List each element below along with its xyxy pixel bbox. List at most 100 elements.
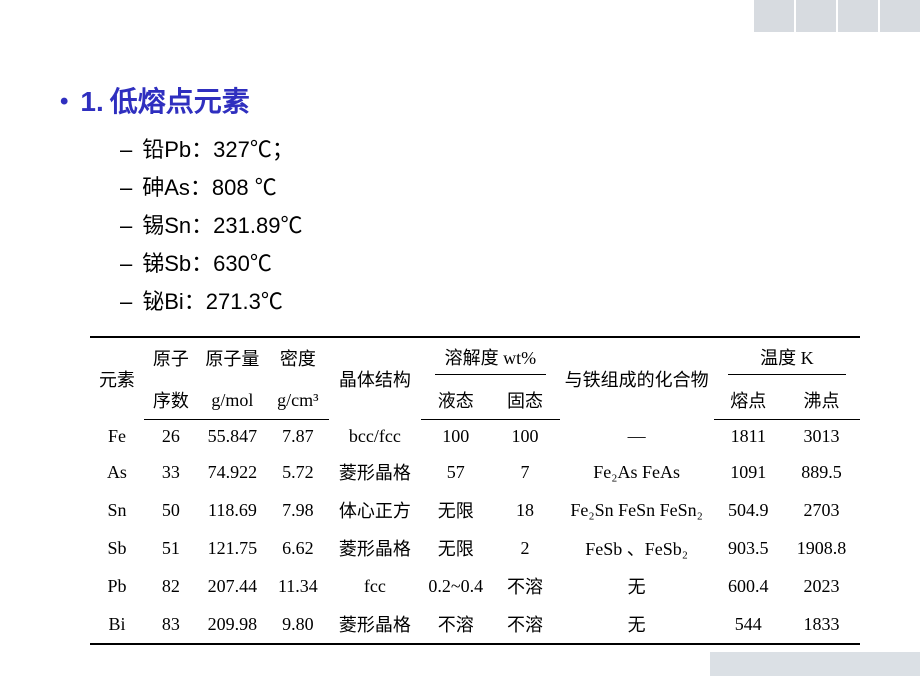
cell-no: 82 <box>144 567 198 605</box>
cell-comp: — <box>560 420 714 454</box>
cell-mass: 121.75 <box>198 529 267 567</box>
th-sol-liquid: 液态 <box>421 381 490 420</box>
th-mp: 熔点 <box>714 381 783 420</box>
cell-mp: 903.5 <box>714 529 783 567</box>
list-text: 砷As：808 ℃ <box>142 170 277 202</box>
list-text: 铋Bi：271.3℃ <box>142 284 283 316</box>
th-temperature-text: 温度 K <box>760 348 814 368</box>
cell-el: Bi <box>90 605 144 644</box>
cell-bp: 2023 <box>783 567 860 605</box>
cell-el: Sn <box>90 491 144 529</box>
cell-no: 83 <box>144 605 198 644</box>
cell-no: 51 <box>144 529 198 567</box>
cell-no: 26 <box>144 420 198 454</box>
cell-mp: 1811 <box>714 420 783 454</box>
th-solubility: 溶解度 wt% <box>421 337 560 381</box>
cell-mass: 118.69 <box>198 491 267 529</box>
list-text: 铅Pb：327℃； <box>142 132 294 164</box>
list-item: –铋Bi：271.3℃ <box>120 284 880 316</box>
cell-comp: 无 <box>560 605 714 644</box>
cell-bp: 3013 <box>783 420 860 454</box>
th-sol-solid: 固态 <box>490 381 559 420</box>
cell-liq: 无限 <box>421 529 490 567</box>
cell-sol: 100 <box>490 420 559 454</box>
cell-sol: 不溶 <box>490 605 559 644</box>
properties-table: 元素 原子 原子量 密度 晶体结构 溶解度 wt% 与铁组成的化合物 温度 K … <box>90 336 860 645</box>
cell-no: 33 <box>144 453 198 491</box>
cell-mass: 55.847 <box>198 420 267 454</box>
th-element: 元素 <box>90 337 144 420</box>
cell-comp: FeSb 、FeSb₂ <box>560 529 714 567</box>
cell-el: Fe <box>90 420 144 454</box>
cell-liq: 0.2~0.4 <box>421 567 490 605</box>
th-bp: 沸点 <box>783 381 860 420</box>
cell-mass: 209.98 <box>198 605 267 644</box>
list-item: –砷As：808 ℃ <box>120 170 880 202</box>
cell-comp: 无 <box>560 567 714 605</box>
cell-mp: 600.4 <box>714 567 783 605</box>
cell-dens: 7.98 <box>267 491 329 529</box>
dash-icon: – <box>120 175 132 201</box>
cell-sol: 不溶 <box>490 567 559 605</box>
table-row: Pb82207.4411.34fcc0.2~0.4不溶无600.42023 <box>90 567 860 605</box>
list-item: –铅Pb：327℃； <box>120 132 880 164</box>
cell-mp: 544 <box>714 605 783 644</box>
cell-mp: 1091 <box>714 453 783 491</box>
cell-struct: 菱形晶格 <box>329 605 421 644</box>
th-compounds: 与铁组成的化合物 <box>560 337 714 420</box>
cell-dens: 11.34 <box>267 567 329 605</box>
bullet-icon: • <box>60 88 68 116</box>
cell-comp: Fe₂Sn FeSn FeSn₂ <box>560 491 714 529</box>
cell-struct: 菱形晶格 <box>329 453 421 491</box>
cell-bp: 2703 <box>783 491 860 529</box>
cell-dens: 9.80 <box>267 605 329 644</box>
section-title: • 1. 低熔点元素 <box>60 80 880 120</box>
list-text: 锡Sn：231.89℃ <box>142 208 302 240</box>
table-row: Sn50118.697.98体心正方无限18Fe₂Sn FeSn FeSn₂50… <box>90 491 860 529</box>
list-item: –锑Sb：630℃ <box>120 246 880 278</box>
cell-mass: 74.922 <box>198 453 267 491</box>
list-item: –锡Sn：231.89℃ <box>120 208 880 240</box>
th-solubility-text: 溶解度 wt% <box>445 348 537 368</box>
slide-content: • 1. 低熔点元素 –铅Pb：327℃； –砷As：808 ℃ –锡Sn：23… <box>0 0 920 645</box>
dash-icon: – <box>120 137 132 163</box>
dash-icon: – <box>120 251 132 277</box>
cell-bp: 1908.8 <box>783 529 860 567</box>
dash-icon: – <box>120 213 132 239</box>
th-atomic-no-bot: 序数 <box>144 381 198 420</box>
cell-el: Pb <box>90 567 144 605</box>
cell-liq: 无限 <box>421 491 490 529</box>
table-body: Fe2655.8477.87bcc/fcc100100—18113013 As3… <box>90 420 860 645</box>
cell-dens: 6.62 <box>267 529 329 567</box>
cell-struct: bcc/fcc <box>329 420 421 454</box>
list-text: 锑Sb：630℃ <box>142 246 272 278</box>
cell-struct: 体心正方 <box>329 491 421 529</box>
th-mass-bot: g/mol <box>198 381 267 420</box>
cell-struct: fcc <box>329 567 421 605</box>
th-structure: 晶体结构 <box>329 337 421 420</box>
bottom-decoration <box>710 652 920 676</box>
table-row: Fe2655.8477.87bcc/fcc100100—18113013 <box>90 420 860 454</box>
top-decoration <box>752 0 920 32</box>
cell-liq: 57 <box>421 453 490 491</box>
cell-liq: 不溶 <box>421 605 490 644</box>
cell-sol: 18 <box>490 491 559 529</box>
cell-el: Sb <box>90 529 144 567</box>
melting-point-list: –铅Pb：327℃； –砷As：808 ℃ –锡Sn：231.89℃ –锑Sb：… <box>120 132 880 316</box>
cell-el: As <box>90 453 144 491</box>
th-mass-top: 原子量 <box>198 337 267 381</box>
cell-liq: 100 <box>421 420 490 454</box>
title-number: 1. <box>80 86 103 118</box>
cell-mass: 207.44 <box>198 567 267 605</box>
dash-icon: – <box>120 289 132 315</box>
cell-sol: 7 <box>490 453 559 491</box>
cell-dens: 7.87 <box>267 420 329 454</box>
properties-table-wrap: 元素 原子 原子量 密度 晶体结构 溶解度 wt% 与铁组成的化合物 温度 K … <box>60 336 880 645</box>
title-text: 低熔点元素 <box>110 80 250 120</box>
cell-comp: Fe₂As FeAs <box>560 453 714 491</box>
cell-bp: 889.5 <box>783 453 860 491</box>
cell-mp: 504.9 <box>714 491 783 529</box>
cell-struct: 菱形晶格 <box>329 529 421 567</box>
table-row: Bi83209.989.80菱形晶格不溶不溶无5441833 <box>90 605 860 644</box>
table-row: As3374.9225.72菱形晶格577Fe₂As FeAs1091889.5 <box>90 453 860 491</box>
